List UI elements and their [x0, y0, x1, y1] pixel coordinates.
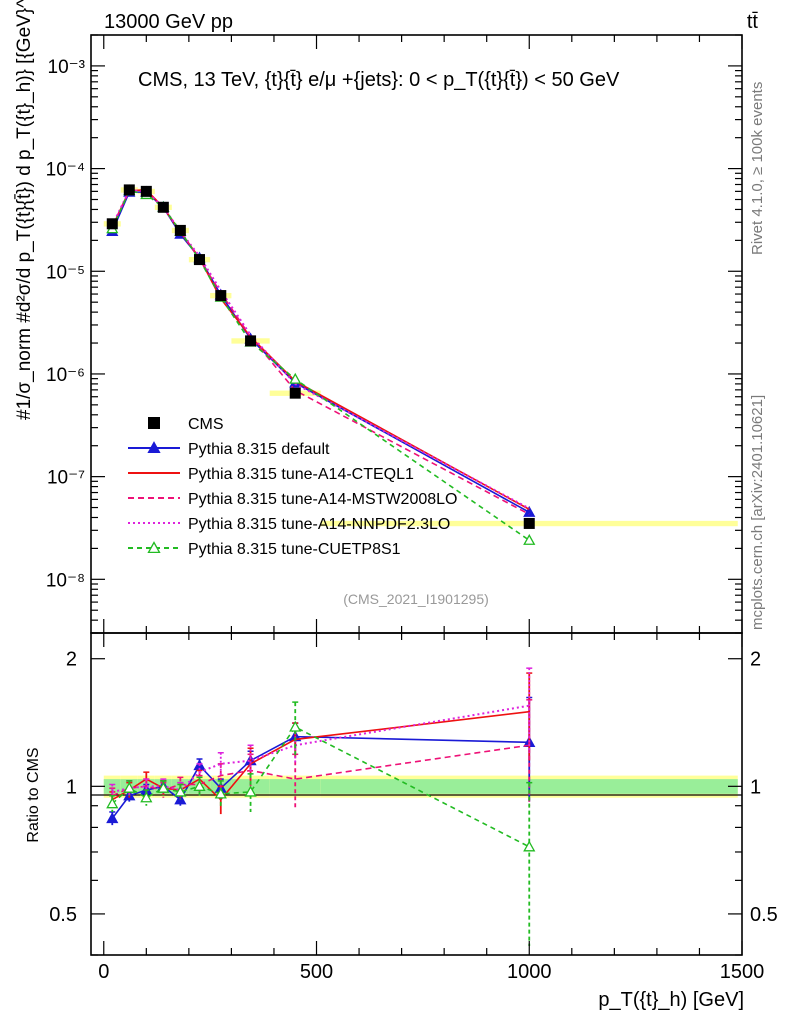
x-tick-label: 1500 — [720, 961, 765, 983]
header-left: 13000 GeV pp — [104, 11, 233, 33]
main-point-triangle — [523, 505, 536, 517]
ratio-series-line — [112, 704, 530, 793]
ratio-series — [106, 667, 536, 947]
mcplots-label: mcplots.cern.ch [arXiv:2401.10621] — [749, 395, 766, 630]
ratio-tick-label: 2 — [66, 649, 77, 671]
legend-label: CMS — [188, 416, 224, 433]
data-point — [123, 184, 135, 196]
x-tick-label: 0 — [98, 961, 109, 983]
ratio-tick-label-right: 1 — [750, 776, 761, 798]
data-point — [523, 517, 535, 529]
ratio-point-open-triangle — [174, 785, 187, 797]
legend-marker — [147, 541, 161, 554]
x-tick-label: 1000 — [507, 961, 552, 983]
ratio-point-triangle — [106, 812, 119, 824]
ratio-point-open-triangle — [193, 779, 206, 791]
main-series-line — [111, 189, 530, 541]
header-right: tt̄ — [747, 11, 759, 33]
ratio-point-open-triangle — [157, 781, 170, 793]
y-tick-label: 10⁻⁷ — [47, 468, 85, 489]
ratio-point-open-triangle — [140, 791, 153, 803]
ratio-panel: 0 500 1000 1500 0.5 0.5 1 1 2 2 — [49, 632, 778, 983]
ratio-frame — [90, 632, 743, 956]
ratio-point-open-triangle — [289, 720, 302, 732]
data-point — [289, 387, 301, 399]
legend-label: Pythia 8.315 default — [188, 441, 330, 458]
ratio-tick-label: 0.5 — [49, 904, 77, 926]
ratio-point-open-triangle — [523, 840, 536, 852]
ratio-series-line — [111, 744, 530, 797]
ratio-tick-label-right: 2 — [750, 649, 761, 671]
data-point — [215, 290, 227, 302]
legend-label: Pythia 8.315 tune-A14-CTEQL1 — [188, 466, 414, 483]
main-series-line — [111, 191, 530, 513]
legend-label: Pythia 8.315 tune-CUETP8S1 — [188, 541, 401, 558]
legend: CMS Pythia 8.315 default Pythia 8.315 tune… — [128, 416, 457, 558]
x-tick-label: 500 — [300, 961, 333, 983]
data-point — [245, 335, 257, 347]
y-axis-title: #1/σ_norm #d²σ/d p_T({t}{t̄}) d p_T({t}_… — [14, 0, 35, 420]
chart-title: CMS, 13 TeV, {t}{t̄} e/μ +{jets}: 0 < p_… — [138, 69, 620, 91]
y-tick-label: 10⁻⁶ — [46, 365, 85, 386]
ratio-y-axis-title: Ratio to CMS — [25, 747, 42, 842]
ratio-series-line — [111, 726, 530, 848]
legend-label: Pythia 8.315 tune-A14-MSTW2008LO — [188, 491, 457, 508]
analysis-tag: (CMS_2021_I1901295) — [343, 591, 489, 607]
ratio-point-open-triangle — [244, 785, 257, 797]
main-point-open-triangle — [523, 533, 536, 545]
main-data-points — [106, 184, 535, 529]
data-point — [174, 224, 186, 236]
data-point — [106, 218, 118, 230]
ratio-ticks: 0 500 1000 1500 0.5 0.5 1 1 2 2 — [49, 633, 778, 983]
y-tick-label: 10⁻³ — [48, 57, 86, 78]
data-point — [157, 201, 169, 213]
y-tick-label: 10⁻⁵ — [46, 262, 85, 283]
ratio-point-open-triangle — [123, 781, 136, 793]
legend-marker — [147, 441, 161, 454]
ratio-point-open-triangle — [106, 797, 119, 809]
main-panel: 10⁻⁸ 10⁻⁷ 10⁻⁶ 10⁻⁵ 10⁻⁴ 10⁻³ CMS, 13 TeV, {t… — [46, 34, 743, 634]
x-axis-title: p_T({t}_h) [GeV] — [598, 989, 744, 1011]
ratio-tick-label-right: 0.5 — [750, 904, 778, 926]
y-tick-label: 10⁻⁸ — [46, 570, 85, 591]
rivet-label: Rivet 4.1.0, ≥ 100k events — [749, 82, 766, 255]
legend-label: Pythia 8.315 tune-A14-NNPDF2.3LO — [188, 516, 450, 533]
ratio-point-open-triangle — [214, 787, 227, 799]
data-point — [140, 185, 152, 197]
ratio-band-inner — [269, 779, 321, 794]
main-point-open-triangle — [289, 372, 302, 384]
ratio-tick-label: 1 — [66, 776, 77, 798]
y-tick-label: 10⁻⁴ — [46, 160, 85, 181]
legend-marker — [148, 417, 160, 429]
data-point — [194, 254, 205, 266]
ratio-series-line — [111, 735, 530, 819]
main-ticks: 10⁻⁸ 10⁻⁷ 10⁻⁶ 10⁻⁵ 10⁻⁴ 10⁻³ — [46, 34, 743, 634]
